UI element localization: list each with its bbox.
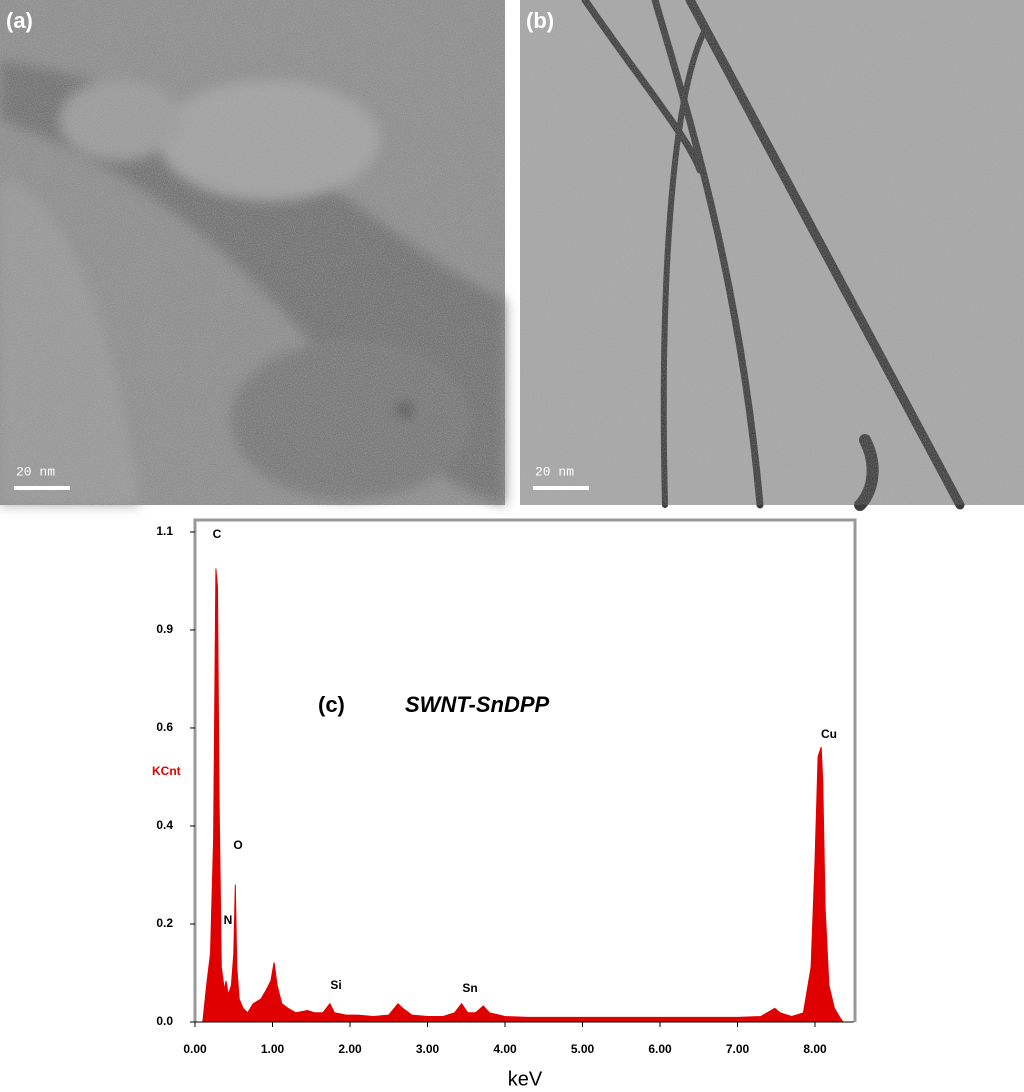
y-tick-label: 1.1: [156, 524, 173, 538]
scale-bar-label: 20 nm: [535, 464, 574, 479]
x-tick-label: 6.00: [648, 1042, 672, 1056]
y-tick-label: 0.2: [156, 916, 173, 930]
x-tick-label: 0.00: [183, 1042, 207, 1056]
y-tick-label: 0.4: [156, 818, 173, 832]
y-tick-label: 0.0: [156, 1014, 173, 1028]
x-tick-label: 8.00: [803, 1042, 827, 1056]
peak-label: Si: [330, 978, 341, 992]
x-tick-label: 2.00: [338, 1042, 362, 1056]
plot-frame: [193, 518, 857, 1022]
panel-label: (a): [6, 8, 33, 33]
panel-label: (c): [318, 692, 345, 717]
x-tick-label: 7.00: [726, 1042, 750, 1056]
peak-label: Sn: [462, 981, 477, 995]
chart-title: SWNT-SnDPP: [405, 692, 550, 717]
scale-bar-label: 20 nm: [16, 464, 55, 479]
peak-label: C: [213, 527, 222, 541]
spectrum-area: [202, 568, 844, 1023]
y-tick-label: 0.6: [156, 720, 173, 734]
tem-image-b: [520, 0, 1024, 511]
x-axis-label: keV: [508, 1068, 543, 1090]
x-tick-label: 4.00: [493, 1042, 517, 1056]
y-tick-label: 0.9: [156, 622, 173, 636]
peak-label: O: [233, 838, 242, 852]
peak-label: Cu: [821, 727, 837, 741]
x-tick-label: 1.00: [261, 1042, 285, 1056]
panel-label: (b): [526, 8, 554, 33]
tem-image-a: [0, 0, 505, 505]
y-axis-label: KCnt: [152, 764, 181, 778]
peak-label: N: [224, 913, 233, 927]
x-tick-label: 3.00: [416, 1042, 440, 1056]
x-tick-label: 5.00: [571, 1042, 595, 1056]
